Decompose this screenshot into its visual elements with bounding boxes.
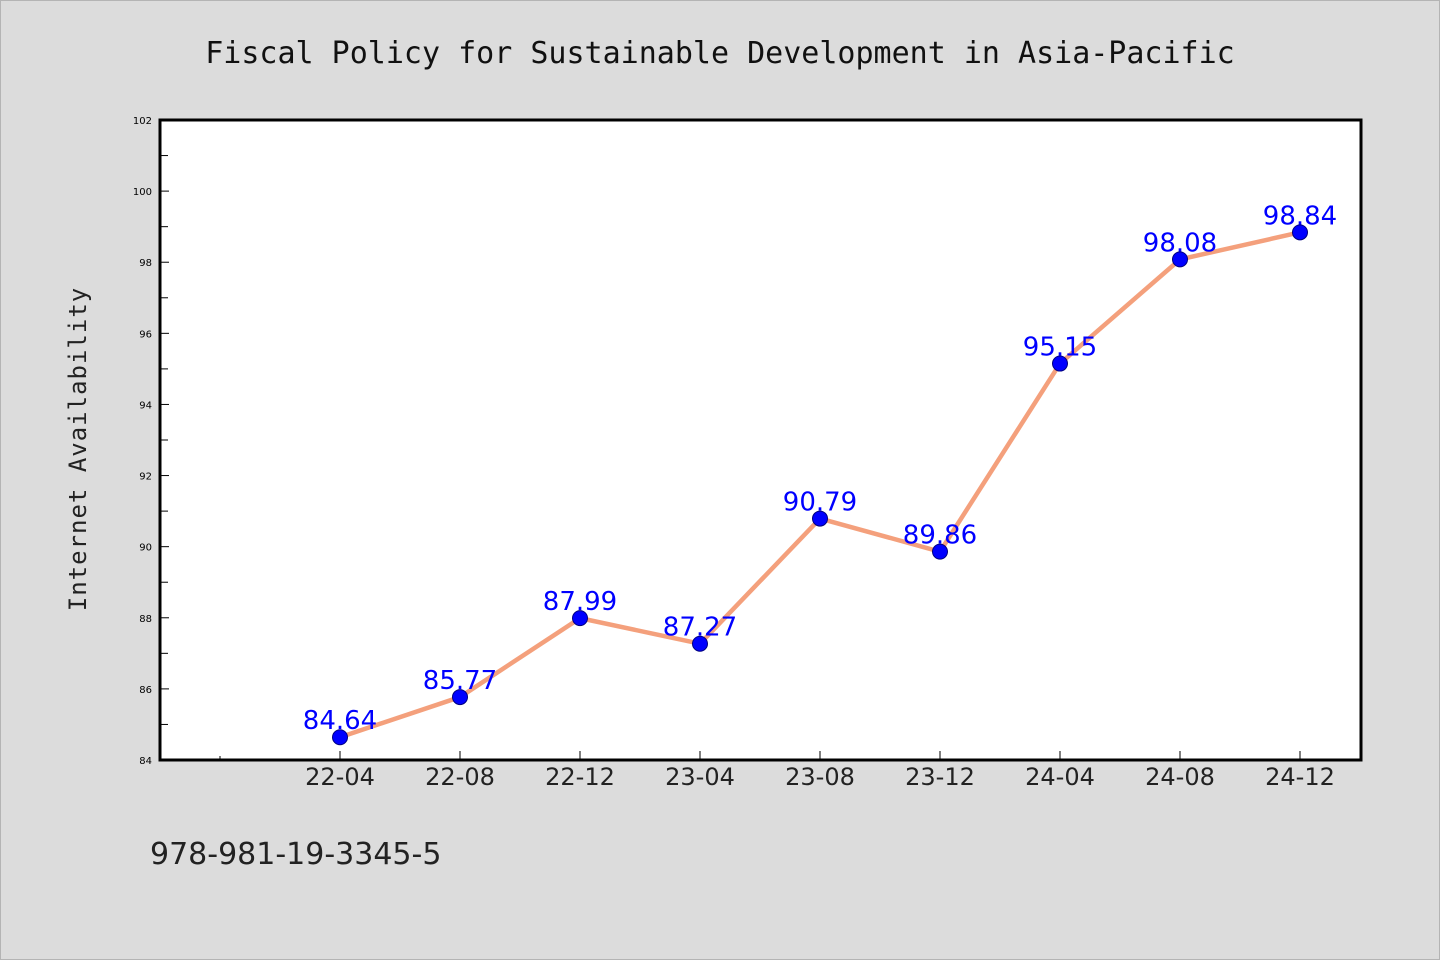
data-label: 95.15 [1023,333,1097,363]
y-axis-title: Internet Availability [64,287,92,611]
x-tick-label: 23-08 [785,763,855,791]
x-tick-label: 22-04 [305,763,375,791]
data-point [572,610,588,627]
chart-title: Fiscal Policy for Sustainable Developmen… [205,36,1235,71]
data-label: 84.64 [303,706,377,736]
y-tick-label: 98 [139,258,152,269]
plot-border [158,118,1363,762]
data-point [812,510,828,527]
y-tick-label: 102 [133,116,152,127]
x-axis: 22-04 22-08 22-12 23-04 23-08 23-12 24-04 24-08… [219,751,1335,791]
y-tick-label: 88 [139,614,152,625]
y-tick-label: 94 [139,400,152,411]
y-tick-label: 86 [139,685,152,696]
data-point [1172,251,1188,268]
series-internet-availability [332,224,1308,746]
data-labels: 84.64 85.77 87.99 87.27 90.79 89.86 95.15 98.08… [303,201,1337,736]
data-label: 87.99 [543,587,617,617]
data-label: 85.77 [423,666,497,696]
x-tick-label: 24-12 [1265,763,1335,791]
data-label: 89.86 [903,521,977,551]
y-tick-label: 92 [139,472,152,483]
x-tick-label: 23-04 [665,763,735,791]
y-tick-label: 90 [139,543,152,554]
data-point [932,543,948,560]
y-tick-label: 96 [139,329,152,340]
y-tick-label: 100 [133,187,152,198]
x-tick-label: 23-12 [905,763,975,791]
data-point [452,689,468,706]
y-tick-label: 84 [139,756,152,767]
isbn-footer: 978-981-19-3345-5 [150,837,441,872]
x-tick-label: 22-12 [545,763,615,791]
data-label: 98.84 [1263,201,1337,231]
data-point [332,729,348,746]
data-label: 90.79 [783,488,857,518]
data-point [692,635,708,652]
data-point [1292,224,1308,241]
x-tick-label: 24-04 [1025,763,1095,791]
data-label: 87.27 [663,613,737,643]
x-tick-label: 22-08 [425,763,495,791]
data-point [1052,355,1068,372]
plot-area [160,120,1361,760]
data-label: 98.08 [1143,228,1217,258]
x-tick-label: 24-08 [1145,763,1215,791]
